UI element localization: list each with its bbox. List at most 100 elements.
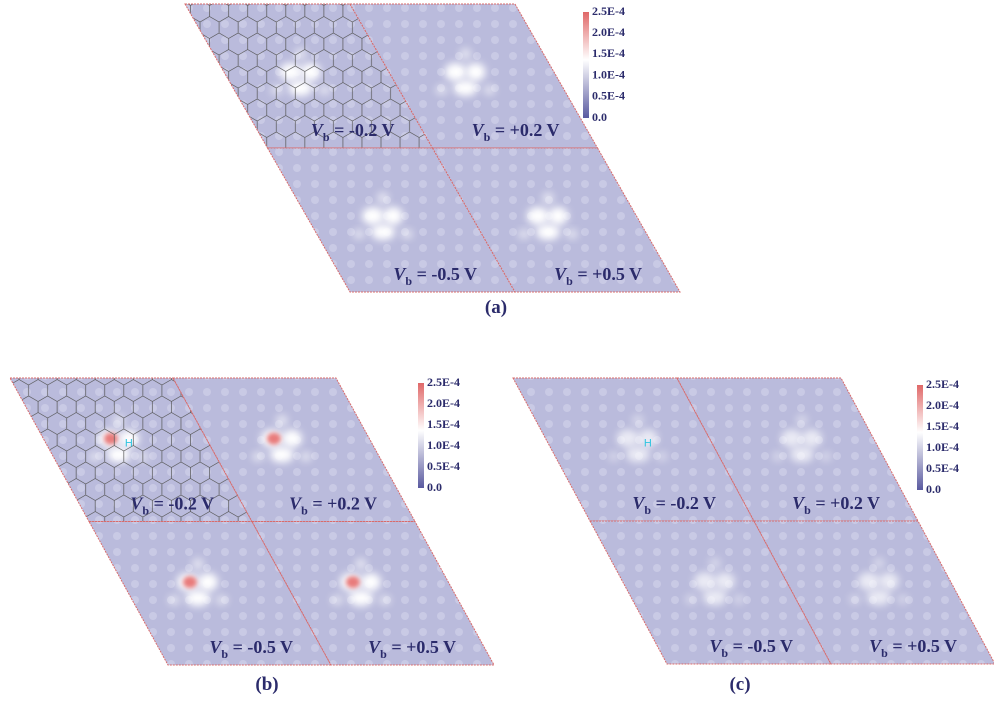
bright-spot (780, 429, 803, 448)
bright-spot (197, 573, 218, 592)
bright-spot (896, 594, 909, 605)
subscript: b (323, 130, 330, 144)
bright-spot (459, 48, 472, 60)
bright-spot (167, 595, 180, 606)
caption: (a) (485, 297, 507, 318)
bias-label: Vb = -0.5 V (209, 637, 293, 661)
bright-spot (348, 590, 373, 607)
colorbar-label: 1.0E-4 (427, 438, 460, 452)
image-border (676, 377, 919, 522)
bias-label: Vb = -0.5 V (393, 264, 477, 288)
bright-spot (185, 590, 210, 607)
bright-spot (371, 224, 395, 240)
image-border (753, 520, 994, 665)
bright-spot (191, 558, 204, 571)
image-border (172, 377, 416, 522)
bright-spot (616, 429, 639, 448)
image-texture (89, 521, 331, 665)
peak-spot (182, 576, 197, 589)
symbol: V (393, 264, 407, 284)
symbol: V (472, 120, 486, 140)
bright-spot (708, 557, 721, 570)
stm-image (89, 521, 331, 665)
symbol: V (632, 493, 646, 513)
colorbar-label: 0.0 (592, 110, 607, 124)
bright-spot (878, 572, 899, 591)
bright-spot (281, 429, 302, 448)
colorbar-label: 1.0E-4 (926, 440, 959, 454)
bias-label: Vb = -0.2 V (311, 120, 395, 144)
subscript: b (484, 130, 491, 144)
label-text: = +0.5 V (888, 636, 957, 656)
bright-spot (527, 207, 549, 225)
caption: (b) (255, 674, 278, 695)
bias-label: Vb = -0.5 V (709, 636, 793, 660)
bright-spot (714, 572, 735, 591)
colorbar-label: 2.5E-4 (926, 377, 959, 391)
subscript: b (566, 274, 573, 288)
bright-spot (548, 207, 568, 225)
label-text: = -0.5 V (412, 264, 477, 284)
stm-image (677, 378, 918, 521)
label-text: = -0.2 V (330, 120, 395, 140)
colorbar-label: 0.0 (926, 482, 941, 496)
bright-spot (607, 451, 620, 462)
bright-spot (518, 229, 530, 239)
subscript: b (881, 646, 888, 660)
bright-spot (866, 589, 891, 606)
symbol: V (709, 636, 723, 656)
bright-spot (360, 573, 381, 592)
label-text: = -0.2 V (149, 494, 214, 514)
symbol: V (792, 493, 806, 513)
bright-spot (215, 595, 228, 606)
symbol: V (311, 120, 325, 140)
bright-spot (453, 80, 478, 96)
subscript: b (644, 503, 651, 517)
label-text: = +0.2 V (308, 494, 377, 514)
symbol: V (289, 494, 303, 514)
bright-spot (732, 594, 745, 605)
bright-spot (819, 451, 832, 462)
symbol: V (869, 636, 883, 656)
label-text: = +0.5 V (573, 264, 642, 284)
stm-image (754, 521, 994, 664)
bright-spot (789, 446, 814, 463)
colorbar-label: 1.5E-4 (427, 417, 460, 431)
subscript: b (721, 646, 728, 660)
subscript: b (804, 503, 811, 517)
atom-marker: H (125, 438, 133, 450)
label-text: = -0.2 V (651, 493, 716, 513)
bright-spot (872, 557, 885, 570)
bright-spot (383, 207, 403, 225)
label-text: = -0.5 V (728, 636, 793, 656)
image-border (512, 377, 755, 522)
colorbar-label: 1.5E-4 (926, 419, 959, 433)
image-border (251, 521, 495, 666)
stm-image (252, 521, 494, 665)
colorbar-label: 2.0E-4 (427, 396, 460, 410)
colorbar-label: 2.0E-4 (592, 25, 625, 39)
label-text: = +0.2 V (490, 120, 559, 140)
bias-label: Vb = +0.2 V (472, 120, 560, 144)
bright-spot (401, 229, 413, 239)
colorbar-label: 2.0E-4 (926, 398, 959, 412)
subscript: b (405, 274, 412, 288)
image-border (9, 377, 253, 522)
symbol: V (130, 494, 144, 514)
symbol: V (368, 637, 382, 657)
image-texture (252, 521, 494, 665)
bright-spot (269, 446, 294, 463)
subscript: b (142, 504, 149, 518)
bright-spot (702, 589, 727, 606)
subscript: b (380, 647, 387, 661)
bright-spot (857, 572, 880, 591)
symbol: V (209, 637, 223, 657)
label-text: = +0.2 V (811, 493, 880, 513)
bright-spot (693, 572, 716, 591)
stm-image (513, 378, 754, 521)
bright-spot (795, 414, 808, 427)
bright-spot (483, 85, 496, 95)
bright-spot (465, 63, 486, 81)
bright-spot (637, 429, 658, 448)
